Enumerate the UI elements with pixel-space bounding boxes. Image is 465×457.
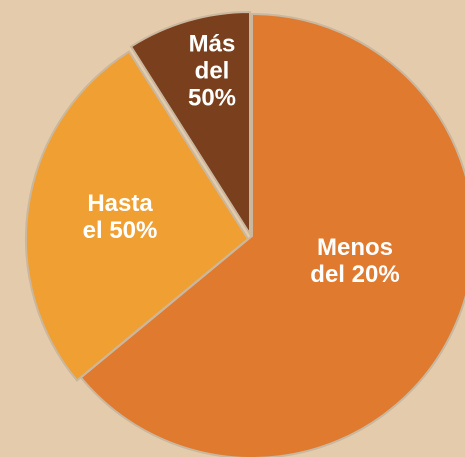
slice-label: Hasta el 50% <box>75 191 165 245</box>
slice-label: Más del 50% <box>181 32 243 113</box>
slice-label: Menos del 20% <box>299 235 411 289</box>
page: Menos del 20%Hasta el 50%Más del 50% (()… <box>0 0 465 457</box>
